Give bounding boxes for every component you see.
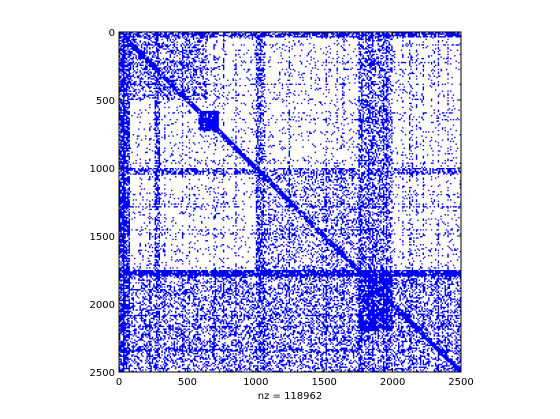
nonzero-markers: [119, 32, 461, 372]
axes-frame: [118, 31, 462, 373]
x-tick-label: 500: [178, 377, 197, 388]
x-axis-label: nz = 118962: [258, 391, 323, 402]
y-tick-label: 2500: [90, 368, 115, 379]
x-tick-label: 0: [116, 377, 122, 388]
x-tick-label: 1500: [311, 377, 336, 388]
x-tick-label: 1000: [243, 377, 268, 388]
x-tick-label: 2500: [448, 377, 473, 388]
y-tick-label: 500: [96, 96, 115, 107]
y-tick-label: 1000: [90, 164, 115, 175]
y-tick-label: 0: [109, 28, 115, 39]
y-axis-ticks: 0 500 1000 1500 2000 2500: [90, 28, 461, 379]
y-tick-label: 1500: [90, 232, 115, 243]
x-tick-label: 2000: [380, 377, 405, 388]
x-axis-ticks: 0 500 1000 1500 2000 2500: [116, 32, 474, 388]
y-tick-label: 2000: [90, 300, 115, 311]
nonzero-pattern: [119, 32, 461, 372]
